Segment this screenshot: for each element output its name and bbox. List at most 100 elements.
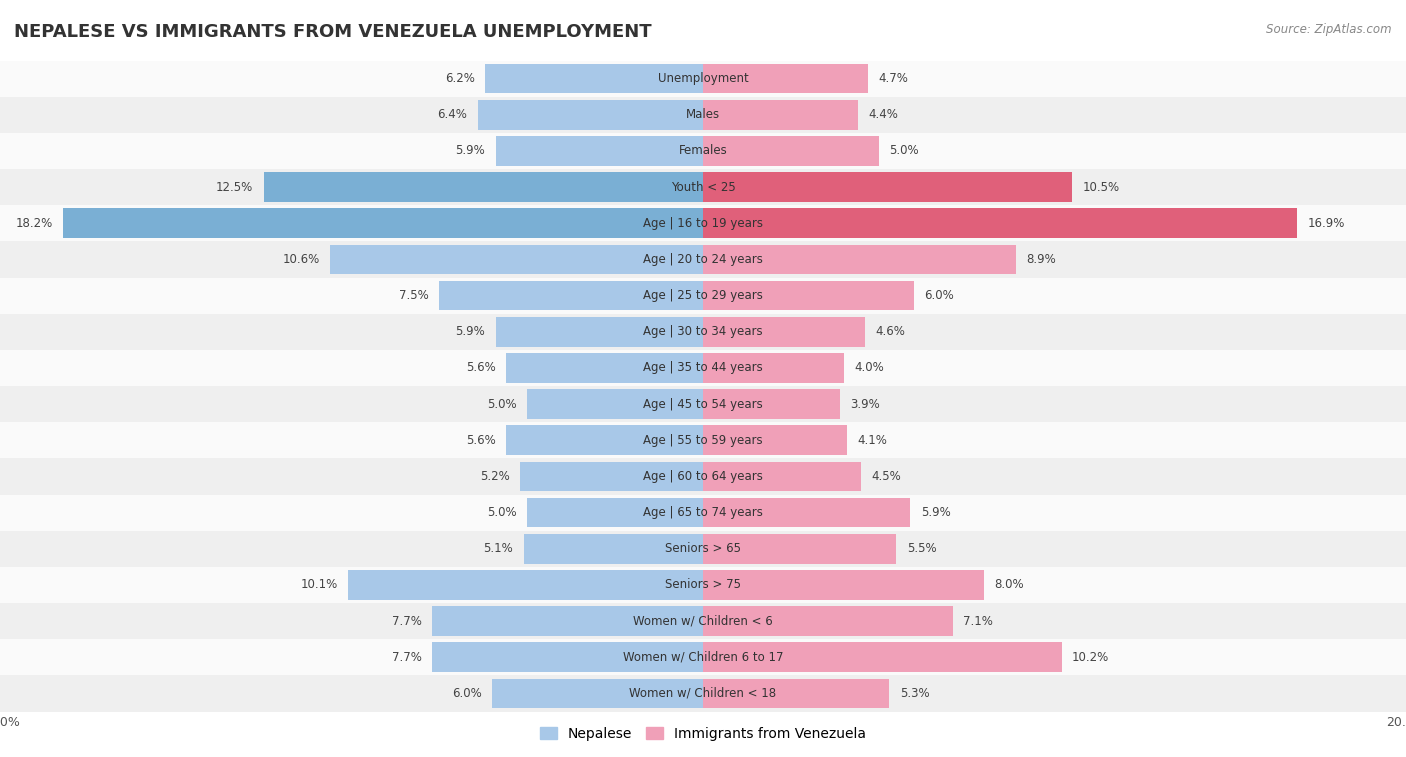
Text: 6.0%: 6.0% [451,687,481,700]
Bar [485,64,703,93]
Text: 5.5%: 5.5% [907,542,936,556]
Text: 5.6%: 5.6% [465,362,496,375]
Text: 5.9%: 5.9% [456,326,485,338]
Text: Age | 35 to 44 years: Age | 35 to 44 years [643,362,763,375]
Text: 3.9%: 3.9% [851,397,880,410]
Bar [0,422,1406,459]
Text: 5.3%: 5.3% [900,687,929,700]
Bar [0,386,1406,422]
Bar [0,133,1406,169]
Text: 5.0%: 5.0% [486,397,517,410]
Text: 4.6%: 4.6% [875,326,905,338]
Text: Source: ZipAtlas.com: Source: ZipAtlas.com [1267,23,1392,36]
Bar [703,208,1296,238]
Text: 10.2%: 10.2% [1073,651,1109,664]
Bar [433,643,703,672]
Text: 5.9%: 5.9% [456,145,485,157]
Bar [0,567,1406,603]
Text: 7.7%: 7.7% [392,651,422,664]
Text: 5.1%: 5.1% [484,542,513,556]
Bar [703,100,858,129]
Text: Seniors > 65: Seniors > 65 [665,542,741,556]
Bar [703,606,953,636]
Text: 4.1%: 4.1% [858,434,887,447]
Bar [492,679,703,709]
Bar [703,462,860,491]
Bar [703,643,1062,672]
Bar [0,241,1406,278]
Text: 8.0%: 8.0% [995,578,1025,591]
Bar [527,498,703,528]
Bar [703,534,897,564]
Text: 7.7%: 7.7% [392,615,422,628]
Bar [0,531,1406,567]
Text: Age | 25 to 29 years: Age | 25 to 29 years [643,289,763,302]
Text: Age | 65 to 74 years: Age | 65 to 74 years [643,506,763,519]
Bar [506,425,703,455]
Bar [0,278,1406,313]
Bar [496,317,703,347]
Bar [703,281,914,310]
Bar [0,61,1406,97]
Text: Unemployment: Unemployment [658,72,748,85]
Bar [703,64,869,93]
Bar [506,354,703,383]
Text: Women w/ Children 6 to 17: Women w/ Children 6 to 17 [623,651,783,664]
Bar [703,245,1015,274]
Bar [478,100,703,129]
Text: Age | 55 to 59 years: Age | 55 to 59 years [643,434,763,447]
Text: 10.6%: 10.6% [283,253,321,266]
Text: Age | 16 to 19 years: Age | 16 to 19 years [643,217,763,230]
Bar [703,317,865,347]
Bar [0,494,1406,531]
Legend: Nepalese, Immigrants from Venezuela: Nepalese, Immigrants from Venezuela [534,721,872,746]
Bar [524,534,703,564]
Text: 4.0%: 4.0% [855,362,884,375]
Text: Youth < 25: Youth < 25 [671,181,735,194]
Bar [703,570,984,600]
Text: 7.1%: 7.1% [963,615,993,628]
Bar [433,606,703,636]
Bar [520,462,703,491]
Bar [0,639,1406,675]
Text: Seniors > 75: Seniors > 75 [665,578,741,591]
Text: Age | 45 to 54 years: Age | 45 to 54 years [643,397,763,410]
Text: 16.9%: 16.9% [1308,217,1346,230]
Bar [703,389,841,419]
Text: 5.6%: 5.6% [465,434,496,447]
Text: 6.4%: 6.4% [437,108,467,121]
Bar [0,459,1406,494]
Text: 8.9%: 8.9% [1026,253,1056,266]
Text: 5.9%: 5.9% [921,506,950,519]
Text: Age | 30 to 34 years: Age | 30 to 34 years [643,326,763,338]
Bar [703,679,889,709]
Bar [0,603,1406,639]
Text: Age | 20 to 24 years: Age | 20 to 24 years [643,253,763,266]
Bar [703,136,879,166]
Bar [703,498,911,528]
Text: Females: Females [679,145,727,157]
Text: Women w/ Children < 18: Women w/ Children < 18 [630,687,776,700]
Text: Women w/ Children < 6: Women w/ Children < 6 [633,615,773,628]
Text: 7.5%: 7.5% [399,289,429,302]
Bar [0,675,1406,712]
Bar [703,173,1073,202]
Text: 6.0%: 6.0% [925,289,955,302]
Bar [0,97,1406,133]
Text: 6.2%: 6.2% [444,72,475,85]
Bar [330,245,703,274]
Bar [0,313,1406,350]
Text: NEPALESE VS IMMIGRANTS FROM VENEZUELA UNEMPLOYMENT: NEPALESE VS IMMIGRANTS FROM VENEZUELA UN… [14,23,652,41]
Bar [0,169,1406,205]
Bar [439,281,703,310]
Bar [349,570,703,600]
Bar [703,425,846,455]
Text: 10.5%: 10.5% [1083,181,1119,194]
Text: Age | 60 to 64 years: Age | 60 to 64 years [643,470,763,483]
Text: 12.5%: 12.5% [217,181,253,194]
Text: 4.5%: 4.5% [872,470,901,483]
Bar [63,208,703,238]
Bar [703,354,844,383]
Text: 18.2%: 18.2% [15,217,53,230]
Bar [264,173,703,202]
